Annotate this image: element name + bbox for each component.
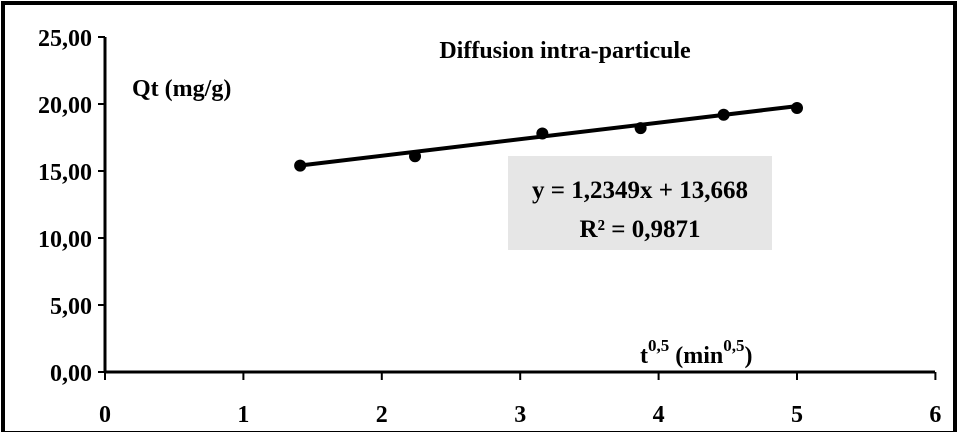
data-point — [536, 127, 549, 140]
x-axis-label-unit: (min — [669, 343, 723, 369]
x-tick-label: 1 — [237, 402, 249, 428]
y-tick-label: 20,00 — [38, 93, 92, 119]
trendline — [299, 104, 798, 168]
data-point — [717, 108, 730, 121]
data-points — [294, 102, 803, 172]
x-axis-label-exp: 0,5 — [648, 336, 669, 355]
x-tick-label: 4 — [653, 402, 665, 428]
x-axis-label: t0,5 (min0,5) — [640, 336, 753, 369]
x-tick-label: 2 — [376, 402, 388, 428]
x-tick-label: 6 — [929, 402, 941, 428]
x-tick-label: 0 — [99, 402, 111, 428]
x-tick-label: 5 — [791, 402, 803, 428]
data-point — [791, 102, 803, 115]
x-axis-label-base: t — [640, 343, 648, 369]
equation-box — [508, 156, 772, 250]
y-axis-label: Qt (mg/g) — [132, 76, 231, 102]
chart-title: Diffusion intra-particule — [439, 38, 691, 64]
y-tick-label: 10,00 — [38, 227, 92, 253]
y-ticks: 0,00 5,00 10,00 15,00 20,00 25,00 — [38, 26, 105, 387]
trendline-r2: R² = 0,9871 — [579, 216, 700, 243]
x-axis-label-close: ) — [745, 343, 753, 369]
data-point — [409, 150, 422, 163]
y-tick-label: 25,00 — [38, 26, 92, 52]
y-tick-label: 0,00 — [50, 361, 92, 387]
x-ticks: 0 1 2 3 4 5 6 — [99, 372, 941, 428]
data-point — [294, 159, 307, 172]
y-tick-label: 5,00 — [50, 294, 92, 320]
y-tick-label: 15,00 — [38, 160, 92, 186]
data-point — [634, 122, 647, 135]
trendline-equation: y = 1,2349x + 13,668 — [532, 177, 748, 204]
x-axis-label-unit-exp: 0,5 — [723, 336, 744, 355]
x-tick-label: 3 — [514, 402, 526, 428]
